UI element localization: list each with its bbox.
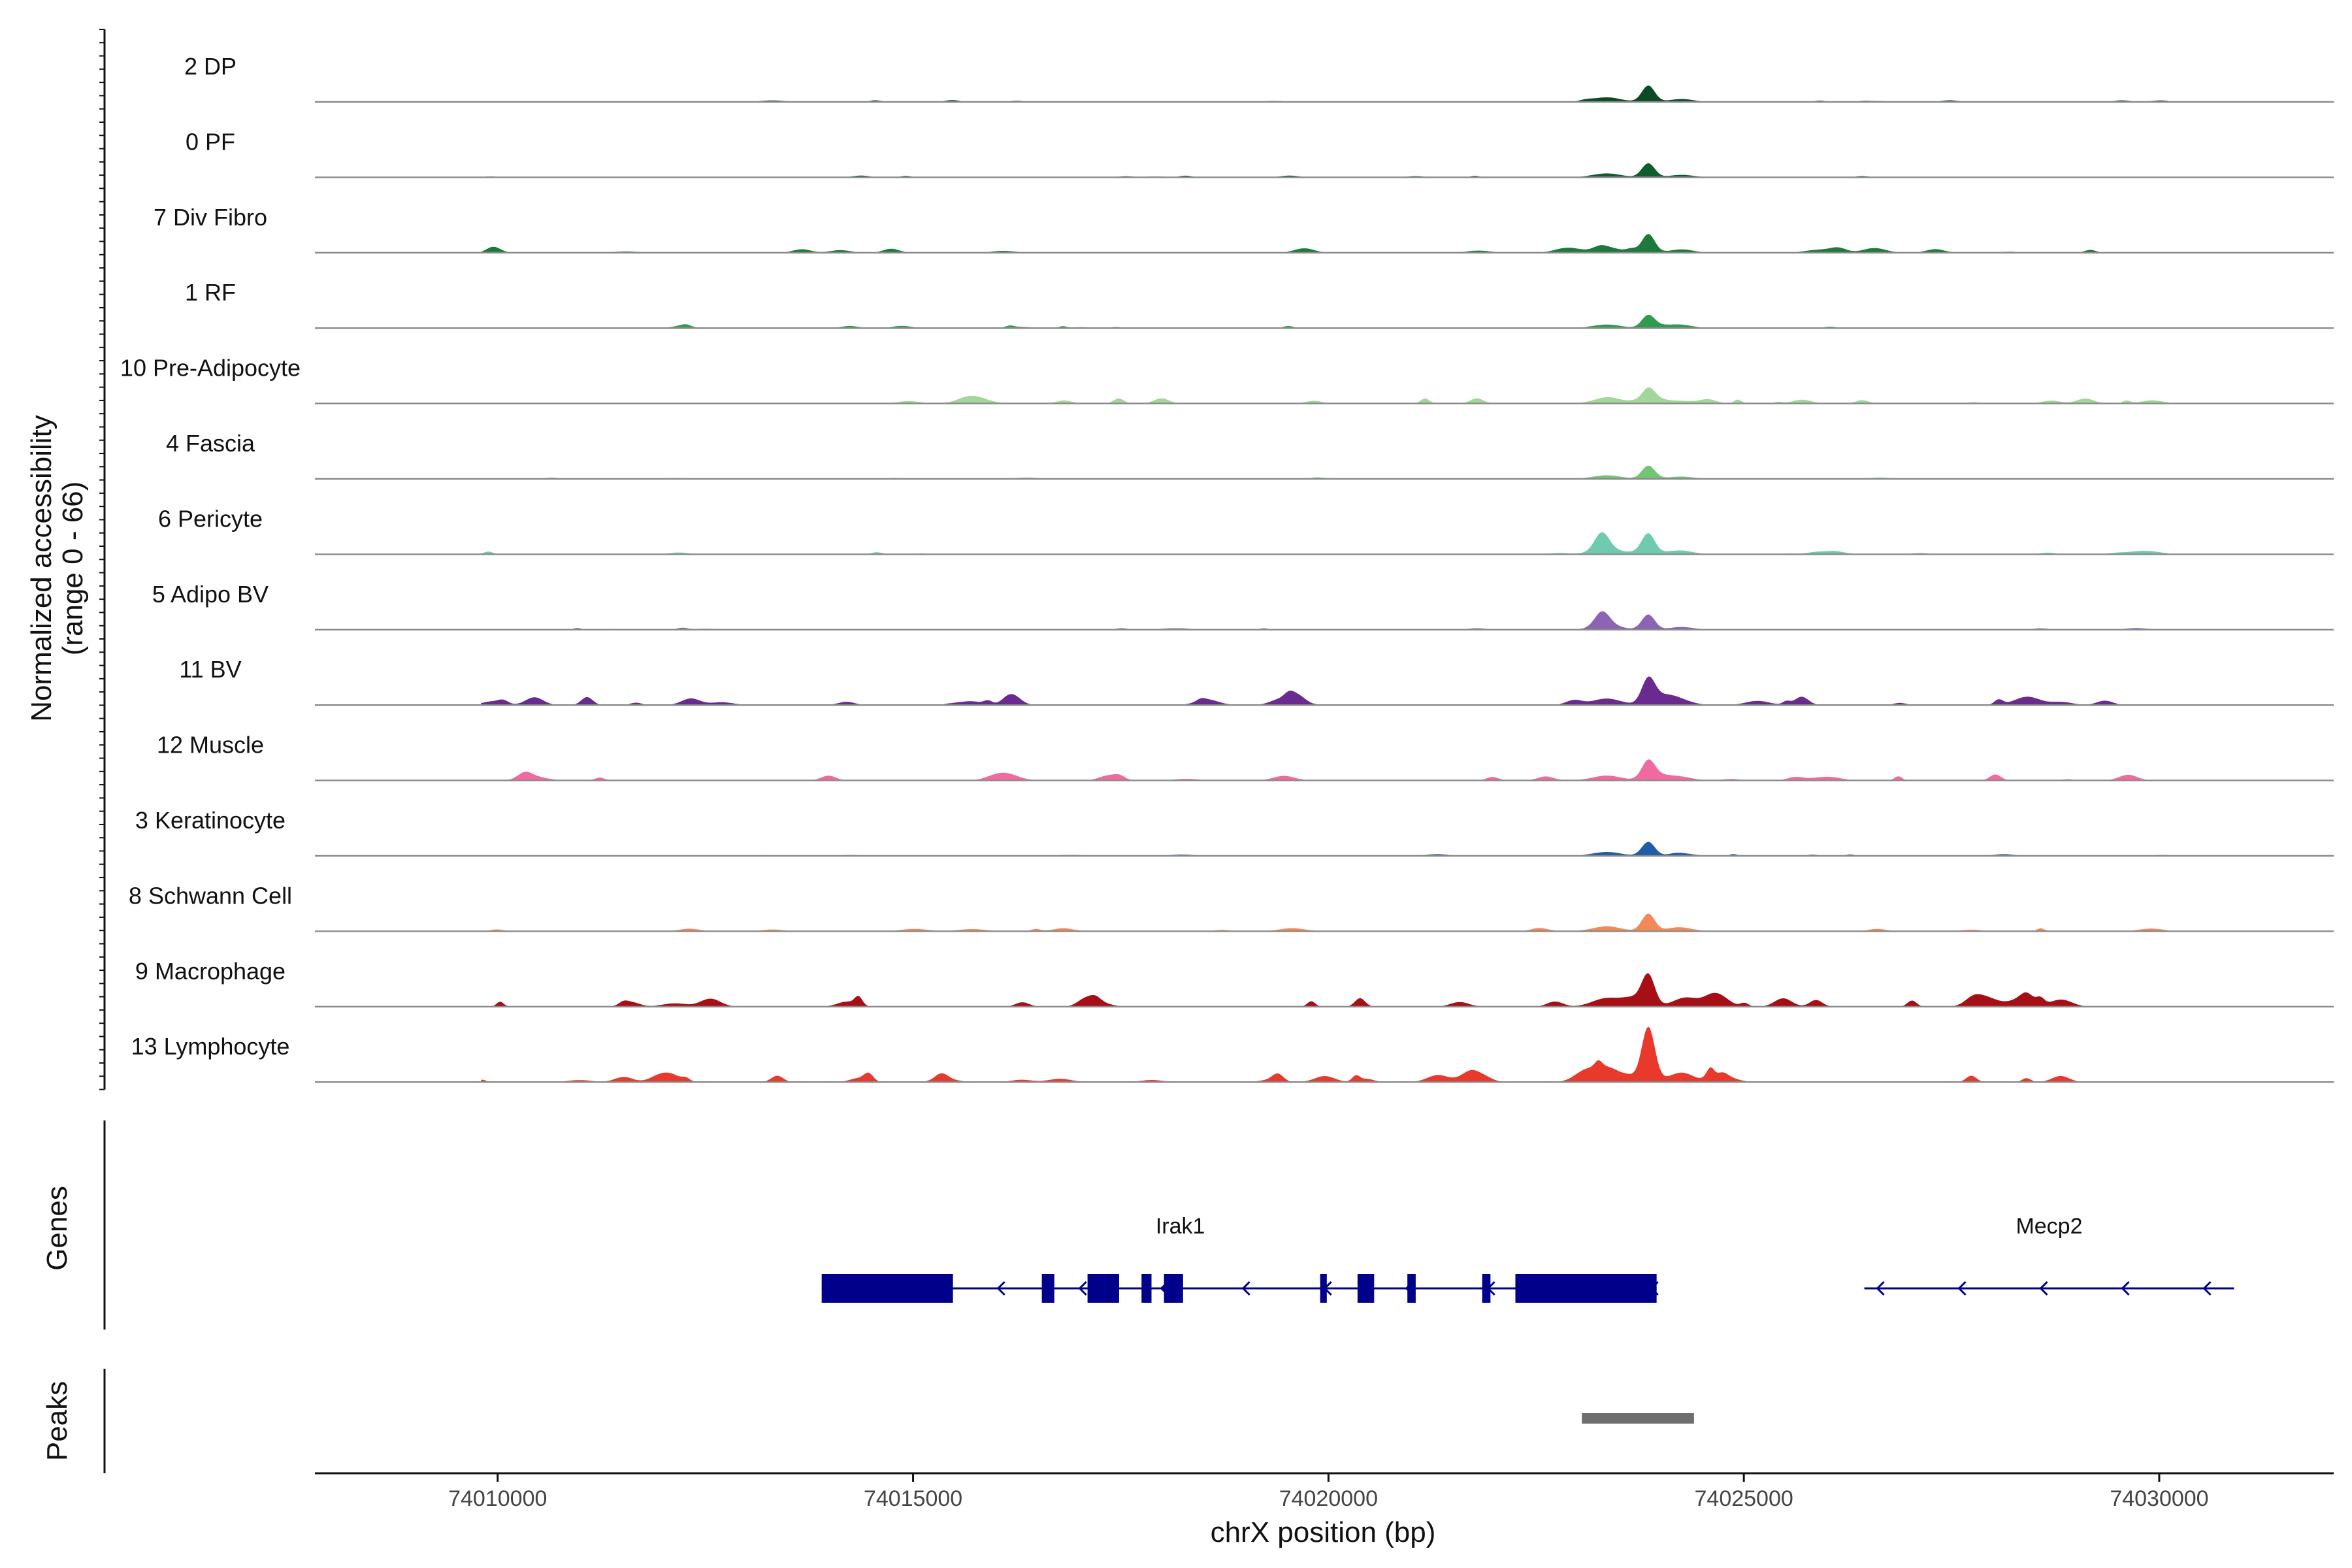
gene-exon <box>1407 1274 1416 1303</box>
gene-exon <box>1141 1274 1152 1303</box>
gene-exon <box>1087 1274 1119 1303</box>
track-label: 12 Muscle <box>157 732 264 759</box>
peaks-track <box>103 1369 1694 1473</box>
track-3-keratinocyte: 3 Keratinocyte <box>135 807 2334 857</box>
strand-arrow <box>1486 1281 1495 1296</box>
x-tick-label: 74030000 <box>2110 1486 2208 1511</box>
track-0-pf: 0 PF <box>186 128 2334 178</box>
strand-arrow <box>2202 1281 2212 1296</box>
strand-arrow <box>1405 1281 1414 1296</box>
coverage-area <box>481 465 2168 479</box>
track-label: 4 Fascia <box>166 430 255 457</box>
gene-exon <box>1041 1274 1054 1303</box>
track-label: 7 Div Fibro <box>154 204 267 231</box>
y-axis <box>99 29 106 1090</box>
track-label: 5 Adipo BV <box>152 581 269 608</box>
track-6-pericyte: 6 Pericyte <box>158 505 2334 555</box>
track-label: 0 PF <box>186 128 235 155</box>
strand-arrow <box>1323 1281 1332 1296</box>
coverage-area <box>481 676 2168 706</box>
track-label: 11 BV <box>179 656 241 683</box>
y-axis-label: Normalized accessibility <box>25 415 57 721</box>
coverage-tracks: 2 DP 0 PF 7 Div Fibro 1 RF 10 Pre-Adipocyte 4… <box>120 53 2334 1083</box>
peak-region <box>1582 1413 1694 1424</box>
strand-arrow <box>1078 1281 1087 1296</box>
coverage-area <box>481 163 2168 178</box>
y-axis-label-range: (range 0 - 66) <box>57 482 89 656</box>
gene-exon <box>821 1274 953 1303</box>
track-9-macrophage: 9 Macrophage <box>135 958 2334 1008</box>
track-12-muscle: 12 Muscle <box>157 732 2334 781</box>
track-13-lymphocyte: 13 Lymphocyte <box>131 1026 2334 1083</box>
x-tick-label: 74020000 <box>1279 1486 1378 1511</box>
track-11-bv: 11 BV <box>179 656 2334 706</box>
gene-mecp2: Mecp2 <box>1864 1214 2234 1296</box>
gene-exon <box>1357 1274 1375 1303</box>
x-axis-label: chrX position (bp) <box>1211 1516 1436 1548</box>
track-label: 6 Pericyte <box>158 505 263 532</box>
strand-arrow <box>833 1281 842 1296</box>
track-4-fascia: 4 Fascia <box>166 430 2334 480</box>
strand-arrow <box>1160 1281 1169 1296</box>
coverage-area <box>481 973 2168 1007</box>
coverage-area <box>481 611 2168 630</box>
strand-arrow <box>1650 1281 1659 1296</box>
coverage-area <box>481 913 2168 932</box>
track-label: 8 Schwann Cell <box>129 882 292 909</box>
gene-exon <box>1515 1274 1657 1303</box>
track-10-pre-adipocyte: 10 Pre-Adipocyte <box>120 355 2334 404</box>
track-8-schwann-cell: 8 Schwann Cell <box>129 882 2334 932</box>
coverage-area <box>481 314 2168 329</box>
peaks-track-label: Peaks <box>41 1381 73 1461</box>
strand-arrow <box>1876 1281 1885 1296</box>
strand-arrow <box>1957 1281 1967 1296</box>
x-tick-label: 74015000 <box>864 1486 962 1511</box>
gene-irak1: Irak1 <box>821 1214 1659 1303</box>
coverage-area <box>481 234 2168 253</box>
gene-exon <box>1482 1274 1491 1303</box>
coverage-area <box>481 85 2168 102</box>
strand-arrow <box>2121 1281 2130 1296</box>
coverage-area <box>481 841 2168 856</box>
coverage-area <box>481 1026 2168 1083</box>
track-7-div-fibro: 7 Div Fibro <box>154 204 2334 253</box>
x-tick-label: 74010000 <box>448 1486 547 1511</box>
strand-arrow <box>996 1281 1005 1296</box>
track-label: 13 Lymphocyte <box>131 1033 290 1060</box>
coverage-area <box>481 532 2168 555</box>
track-label: 1 RF <box>185 279 236 306</box>
strand-arrow <box>915 1281 924 1296</box>
gene-annotation-track: Irak1 Mecp2 <box>103 1120 2234 1330</box>
genes-track-label: Genes <box>41 1186 73 1271</box>
track-1-rf: 1 RF <box>185 279 2334 329</box>
track-label: 9 Macrophage <box>135 958 286 985</box>
x-axis: 74010000 74015000 74020000 74025000 74030000 <box>315 1472 2334 1511</box>
strand-arrow <box>2039 1281 2048 1296</box>
coverage-area <box>481 387 2168 404</box>
strand-arrow <box>1568 1281 1577 1296</box>
track-2-dp: 2 DP <box>184 53 2334 103</box>
gene-label: Mecp2 <box>2016 1214 2082 1239</box>
track-label: 10 Pre-Adipocyte <box>120 355 301 382</box>
x-tick-label: 74025000 <box>1695 1486 1793 1511</box>
track-label: 3 Keratinocyte <box>135 807 286 834</box>
track-label: 2 DP <box>184 53 237 80</box>
track-5-adipo-bv: 5 Adipo BV <box>152 581 2334 630</box>
gene-label: Irak1 <box>1156 1214 1205 1239</box>
gene-exon <box>1164 1274 1183 1303</box>
coverage-area <box>481 759 2168 781</box>
strand-arrow <box>1241 1281 1250 1296</box>
